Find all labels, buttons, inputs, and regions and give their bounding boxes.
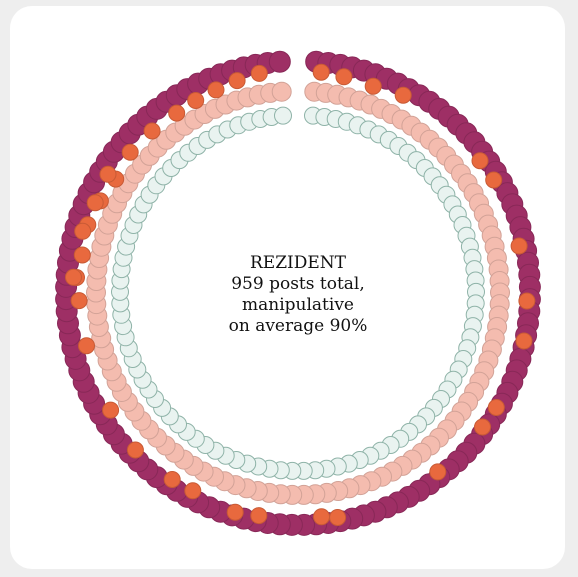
third-ring-dot xyxy=(102,401,120,419)
third-ring-dot xyxy=(163,471,181,488)
third-ring-dot xyxy=(121,143,139,161)
center-label: REZIDENT 959 posts total, manipulative o… xyxy=(213,253,383,337)
inner-ring-dot xyxy=(274,106,292,125)
third-ring-dot xyxy=(65,268,82,286)
third-ring-dot xyxy=(228,72,246,90)
third-ring-dot xyxy=(515,332,533,350)
third-ring-dot xyxy=(510,237,528,255)
third-ring-dot xyxy=(250,507,268,525)
third-ring-dot xyxy=(335,68,353,86)
second-ring-dot xyxy=(271,81,292,102)
third-ring-dot xyxy=(487,399,505,416)
third-ring-dot xyxy=(518,292,536,310)
third-ring-dot xyxy=(78,337,95,355)
third-ring-dot xyxy=(364,77,382,95)
outer-ring-dot xyxy=(268,50,291,73)
third-ring-dot xyxy=(168,104,186,122)
third-ring-dot xyxy=(143,122,161,140)
third-ring-dot xyxy=(429,463,447,481)
center-total: 959 posts total, xyxy=(231,274,365,294)
center-average: on average 90% xyxy=(228,316,368,336)
third-ring-dot xyxy=(313,508,330,526)
third-ring-dot xyxy=(485,171,503,189)
center-title: REZIDENT xyxy=(250,253,346,273)
third-ring-dot xyxy=(74,222,92,240)
third-ring-dot xyxy=(86,194,104,212)
third-ring-dot xyxy=(184,482,202,500)
third-ring-dot xyxy=(226,503,244,521)
third-ring-dot xyxy=(474,418,491,436)
third-ring-dot xyxy=(70,292,88,310)
center-manipulative: manipulative xyxy=(242,295,354,315)
third-ring-dot xyxy=(126,441,144,459)
third-ring-dot xyxy=(250,64,268,82)
third-ring-dot xyxy=(471,152,489,170)
third-ring-dot xyxy=(187,92,205,109)
third-ring-dot xyxy=(312,63,330,81)
third-ring-dot xyxy=(73,246,91,264)
third-ring-dot xyxy=(394,86,412,104)
third-ring-dot xyxy=(207,81,225,99)
third-ring-dot xyxy=(329,509,347,526)
third-ring-dot xyxy=(99,165,117,183)
